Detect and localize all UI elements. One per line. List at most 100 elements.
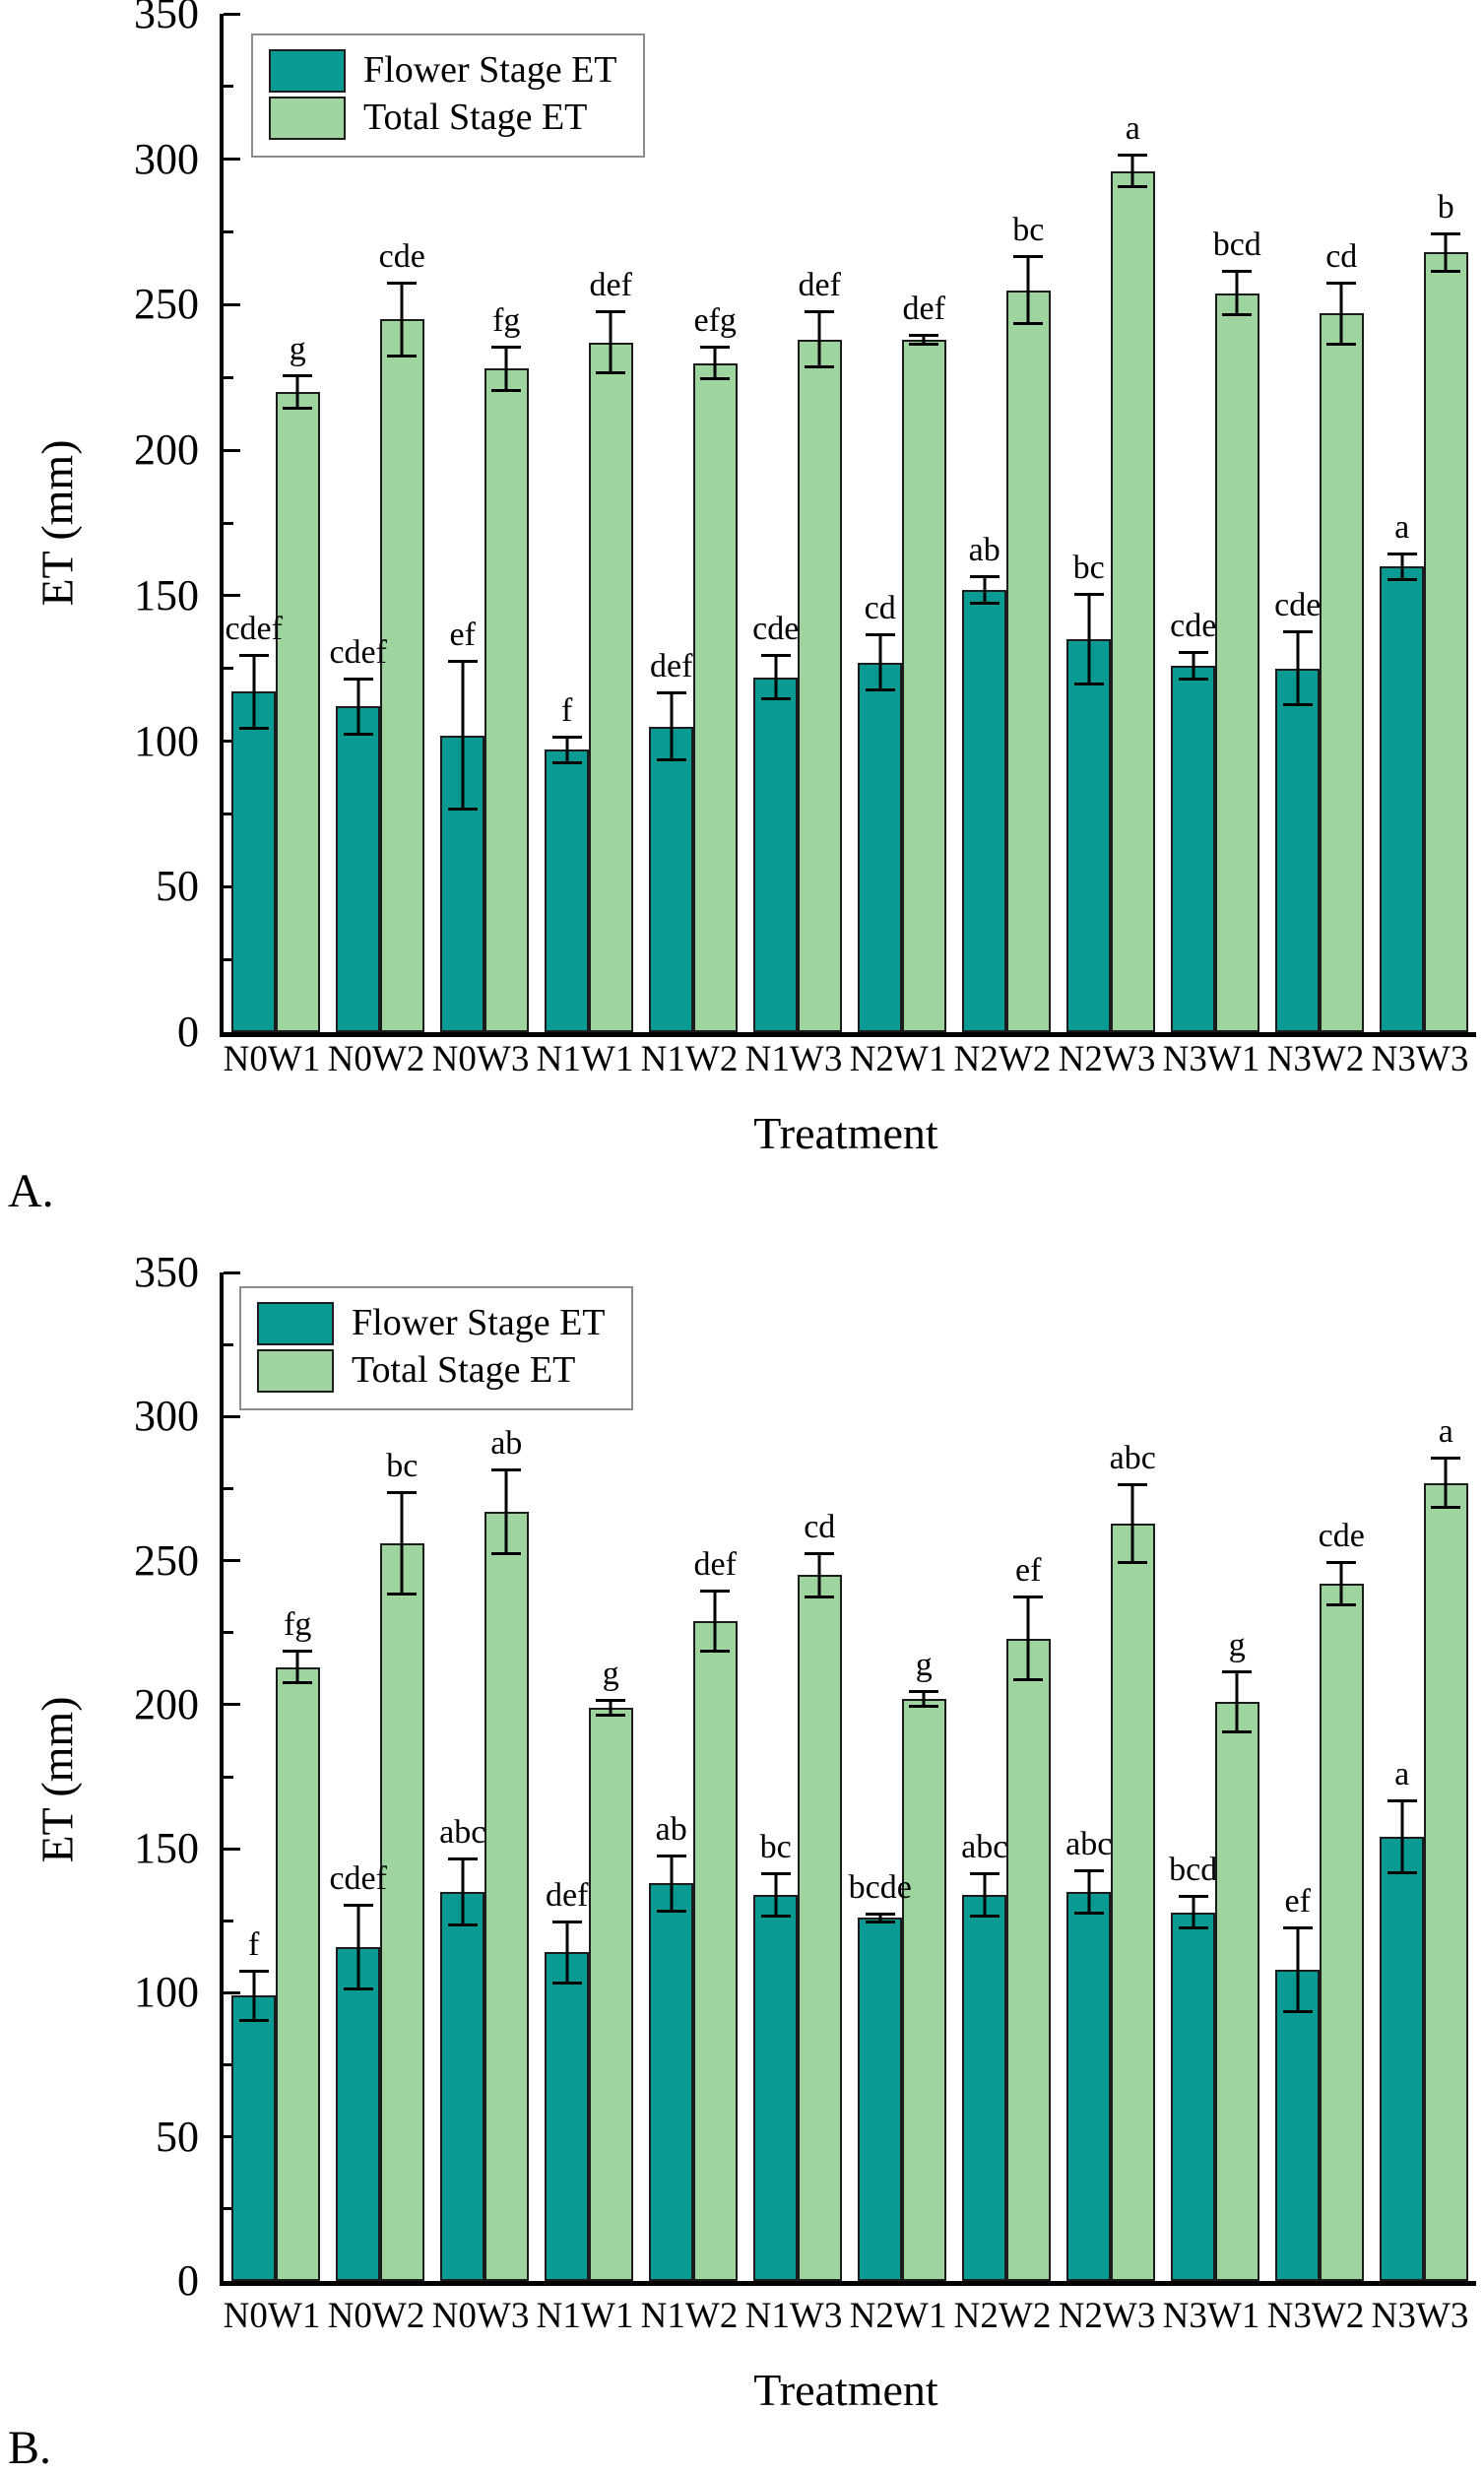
bar-pair: cdef cde	[329, 14, 425, 1032]
chart-panel-b: ET (mm) 0 50 100 150 200 250 300 350 Flower Sta…	[0, 1251, 1484, 2474]
error-bar-cap-bottom	[283, 1681, 313, 1685]
error-bar	[400, 281, 404, 358]
y-minor-tick	[224, 2063, 233, 2067]
chart-panel-a: ET (mm) 0 50 100 150 200 250 300 350 Flower Sta…	[8, 0, 1476, 1217]
legend-label-flower: Flower Stage ET	[363, 49, 617, 92]
bar-group-n2w2: ab bc	[954, 14, 1059, 1032]
y-tick-labels: 0 50 100 150 200 250 300 350	[87, 1251, 207, 2303]
error-bar-cap-top	[760, 1871, 791, 1875]
error-bar	[1087, 1868, 1091, 1916]
bar-group-n3w2: cde cd	[1267, 14, 1372, 1032]
panel-letter-b: B.	[8, 2422, 52, 2474]
error-bar-cap-top	[387, 281, 418, 285]
significance-letter: cdef	[329, 1859, 387, 1897]
error-bar-cap-bottom	[1178, 677, 1208, 681]
significance-letter: bc	[386, 1448, 419, 1485]
bar-group-n1w3: bc cd	[745, 1272, 850, 2281]
error-bar-cap-top	[1073, 1868, 1104, 1872]
error-bar-cap-bottom	[1013, 322, 1044, 326]
error-bar	[295, 374, 299, 410]
bar-pair: bc a	[1066, 14, 1155, 1032]
flower-stage-bar-n3w1	[1171, 665, 1215, 1032]
y-minor-tick	[224, 375, 233, 379]
significance-letter: cdef	[329, 633, 387, 671]
significance-letter: fg	[492, 301, 521, 339]
total-stage-bar-n3w2	[1319, 1583, 1364, 2281]
significance-letter: f	[561, 691, 573, 729]
significance-letter: g	[602, 1656, 619, 1693]
significance-letter: a	[1394, 508, 1410, 546]
bar-group-n1w2: ab def	[641, 1272, 745, 2281]
error-bar-cap-top	[1387, 552, 1417, 555]
x-tick-label-n0w3: N0W3	[431, 2296, 530, 2336]
flower-stage-bar-n0w2	[336, 706, 380, 1032]
y-tick-label: 200	[134, 425, 199, 475]
bar-pair: ef cde	[1275, 1272, 1365, 2281]
error-bar-cap-top	[1178, 1894, 1208, 1898]
flower-stage-bar-n3w2	[1275, 1970, 1320, 2281]
error-bar	[922, 1690, 926, 1708]
significance-letter: cd	[1325, 237, 1358, 275]
x-tick-label-n3w3: N3W3	[1371, 1039, 1469, 1079]
y-major-tick	[224, 12, 240, 16]
x-tick-label-n3w2: N3W2	[1266, 1039, 1365, 1079]
panel-letter-a: A.	[8, 1165, 54, 1217]
error-bar	[609, 310, 613, 375]
y-tick-label: 300	[134, 1392, 199, 1441]
error-bar-cap-bottom	[1118, 185, 1148, 189]
error-bar-cap-top	[283, 374, 313, 378]
error-bar-cap-top	[447, 659, 478, 663]
y-major-tick	[224, 1270, 240, 1274]
x-tick-label-n2w3: N2W3	[1058, 1039, 1156, 1079]
error-bar-cap-bottom	[1222, 1730, 1253, 1734]
error-bar	[983, 1871, 987, 1919]
y-minor-tick	[224, 1919, 233, 1922]
flower-stage-bar-n1w1	[545, 1952, 589, 2281]
error-bar	[1444, 1457, 1448, 1509]
bar-group-n1w3: cde def	[745, 14, 850, 1032]
error-bar-cap-bottom	[283, 406, 313, 410]
error-bar-cap-bottom	[551, 761, 582, 765]
y-tick-label: 150	[134, 1824, 199, 1873]
flower-stage-bar-n1w2	[649, 1883, 693, 2281]
y-tick-label: 0	[177, 1008, 199, 1056]
total-stage-bar-n1w2	[692, 362, 738, 1032]
error-bar-cap-bottom	[656, 1909, 686, 1913]
flower-stage-bar-n1w3	[753, 1894, 798, 2281]
total-stage-bar-n1w1	[588, 1707, 633, 2281]
error-bar-cap-top	[1282, 630, 1313, 634]
error-bar-cap-top	[283, 1650, 313, 1654]
error-bar-cap-top	[1178, 651, 1208, 654]
error-bar-cap-bottom	[596, 371, 626, 375]
error-bar	[817, 1551, 821, 1598]
significance-letter: bc	[1012, 212, 1045, 249]
legend-entry-total: Total Stage ET	[269, 97, 617, 140]
error-bar-cap-top	[1222, 269, 1253, 273]
significance-letter: abc	[439, 1813, 486, 1851]
error-bar-cap-top	[491, 1467, 522, 1471]
x-tick-label-n3w1: N3W1	[1162, 1039, 1260, 1079]
error-bar-cap-bottom	[491, 389, 522, 393]
error-bar	[356, 1903, 360, 1990]
error-bar	[878, 633, 882, 692]
significance-letter: a	[1438, 1413, 1453, 1451]
error-bar	[565, 1921, 569, 1985]
error-bar	[983, 575, 987, 605]
error-bar-cap-bottom	[1178, 1926, 1208, 1930]
error-bar-cap-top	[805, 310, 835, 314]
error-bar-cap-top	[1326, 1560, 1357, 1564]
error-bar	[1192, 1894, 1195, 1930]
x-tick-label-n0w1: N0W1	[223, 1039, 321, 1079]
total-stage-bar-n0w1	[275, 392, 320, 1032]
bar-group-n0w1: cdef g	[224, 14, 328, 1032]
error-bar	[461, 659, 465, 812]
total-series-swatch	[257, 1349, 334, 1393]
y-tick-label: 200	[134, 1679, 199, 1728]
total-stage-bar-n3w1	[1214, 1701, 1259, 2281]
y-minor-tick	[224, 812, 233, 815]
bar-pair: ab def	[649, 1272, 738, 2281]
y-major-tick	[224, 594, 240, 598]
y-tick-label: 0	[177, 2256, 199, 2305]
total-stage-bar-n0w2	[379, 319, 424, 1032]
